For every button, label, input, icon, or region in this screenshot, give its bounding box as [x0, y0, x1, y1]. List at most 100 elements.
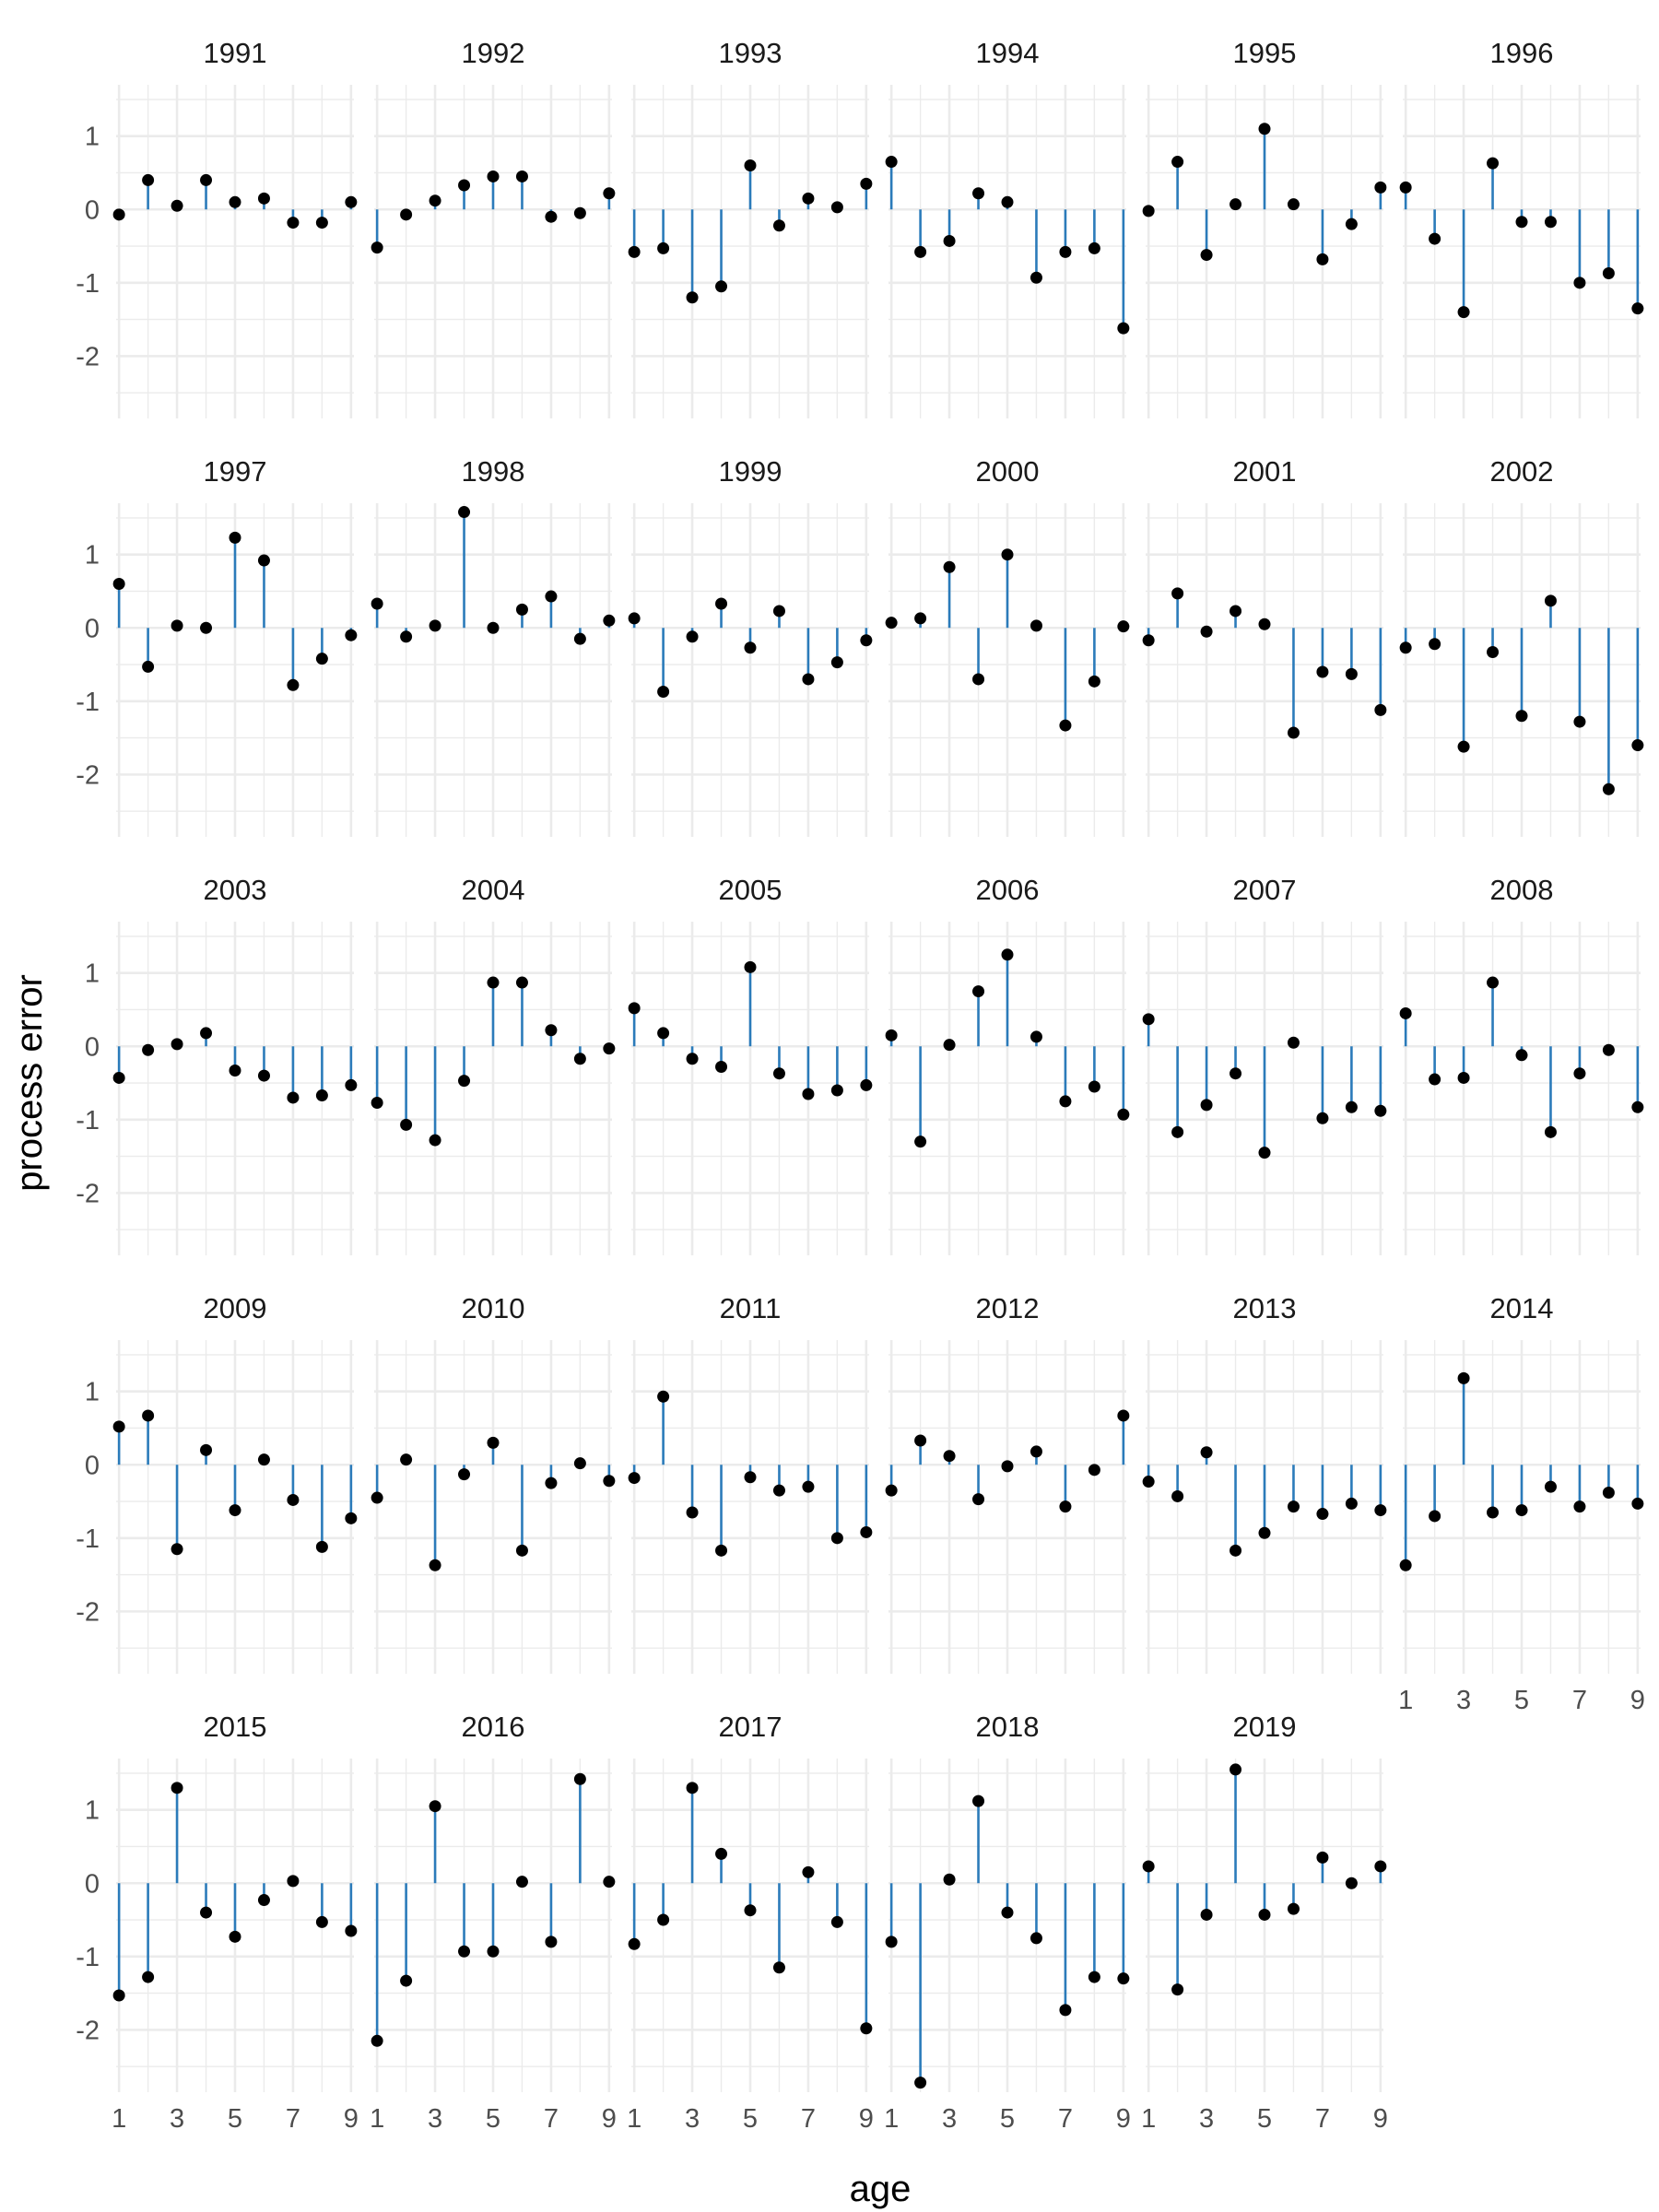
data-point	[345, 1078, 358, 1091]
data-point	[1258, 1526, 1271, 1539]
data-point	[943, 560, 956, 573]
data-point	[1374, 703, 1387, 716]
data-point	[802, 192, 815, 205]
data-point	[287, 1091, 300, 1104]
panel-1996: 1996	[1399, 37, 1644, 418]
data-point	[885, 156, 898, 169]
panel-2000: 2000	[885, 455, 1130, 837]
data-point	[1345, 667, 1358, 680]
panel-title: 1998	[462, 455, 525, 488]
data-point	[545, 1936, 558, 1948]
data-point	[371, 1491, 383, 1504]
data-point	[1030, 271, 1042, 284]
data-point	[715, 1544, 728, 1557]
x-tick-label: 1	[1141, 2104, 1156, 2134]
data-point	[429, 194, 441, 207]
data-point	[458, 1075, 471, 1088]
x-axis-title: age	[850, 2169, 912, 2209]
data-point	[1399, 641, 1412, 654]
data-point	[860, 1525, 873, 1538]
x-tick-label: 1	[112, 2104, 126, 2134]
panel-title: 2001	[1233, 455, 1297, 488]
data-point	[1230, 198, 1242, 211]
data-point	[573, 1772, 586, 1785]
x-tick-label: 5	[1000, 2104, 1015, 2134]
data-point	[1258, 618, 1271, 630]
panel-2014: 2014 1 3 5 7 9	[1398, 1292, 1645, 1715]
data-point	[200, 1906, 213, 1919]
data-point	[657, 241, 670, 254]
data-point	[545, 590, 558, 603]
panel-1994: 1994	[885, 37, 1130, 418]
data-point	[1117, 1409, 1130, 1422]
data-point	[772, 1484, 785, 1497]
x-tick-label: 7	[286, 2104, 300, 2134]
data-point	[487, 976, 500, 989]
panel-title: 2016	[462, 1711, 525, 1743]
data-point	[1200, 249, 1213, 262]
data-point	[1374, 1860, 1387, 1873]
data-point	[1515, 710, 1528, 723]
panel-title: 2019	[1233, 1711, 1297, 1743]
data-point	[603, 1042, 616, 1055]
data-point	[1316, 1851, 1329, 1864]
data-point	[914, 1434, 927, 1447]
data-point	[943, 234, 956, 247]
data-point	[830, 656, 843, 669]
data-point	[744, 960, 757, 973]
panel-2019: 2019 1 3 5 7 9	[1141, 1711, 1388, 2134]
data-point	[1429, 1073, 1441, 1086]
data-point	[573, 1457, 586, 1470]
data-point	[1059, 245, 1072, 258]
panel-title: 2009	[204, 1292, 267, 1324]
data-point	[171, 1038, 183, 1051]
data-point	[1059, 1095, 1072, 1108]
x-tick-label: 3	[1456, 1686, 1471, 1715]
data-point	[1088, 675, 1100, 688]
data-point	[1117, 1108, 1130, 1121]
data-point	[371, 1097, 383, 1110]
data-point	[860, 1078, 873, 1091]
x-tick-label: 1	[370, 2104, 384, 2134]
data-point	[1088, 1464, 1100, 1477]
panel-2007: 2007	[1142, 874, 1387, 1255]
data-point	[345, 1512, 358, 1524]
data-point	[1287, 1902, 1300, 1915]
data-point	[1345, 1877, 1358, 1889]
data-point	[1001, 948, 1014, 961]
panel-2011: 2011	[628, 1292, 873, 1674]
panel-2005: 2005	[628, 874, 873, 1255]
data-point	[1001, 1460, 1014, 1473]
panel-title: 1999	[719, 455, 782, 488]
data-point	[914, 245, 927, 258]
data-point	[112, 1989, 125, 2002]
data-point	[1030, 1030, 1042, 1043]
panel-grid	[1403, 503, 1641, 837]
panel-2017: 2017 1 3 5 7 9	[627, 1711, 874, 2134]
data-point	[200, 1443, 213, 1456]
panel-2006: 2006	[885, 874, 1130, 1255]
data-point	[1142, 634, 1155, 647]
x-tick-label: 9	[1373, 2104, 1388, 2134]
data-point	[972, 1493, 985, 1506]
data-point	[315, 1540, 328, 1553]
data-point	[1602, 782, 1615, 795]
data-point	[429, 1800, 441, 1813]
data-point	[1117, 1972, 1130, 1985]
y-tick-label: 1	[85, 959, 100, 989]
data-point	[1487, 1506, 1500, 1519]
data-point	[772, 1067, 785, 1080]
x-tick-label: 5	[1257, 2104, 1272, 2134]
panel-2013: 2013	[1142, 1292, 1387, 1674]
data-point	[1602, 1486, 1615, 1499]
panel-2003: 2003 1 0 -1 -2	[76, 874, 358, 1255]
data-point	[515, 976, 528, 989]
panel-1991: 1991 1 0 -1 -2	[76, 37, 358, 418]
y-tick-label: 0	[85, 1451, 100, 1480]
data-point	[744, 641, 757, 654]
data-point	[545, 1477, 558, 1489]
data-point	[345, 1924, 358, 1937]
data-point	[315, 217, 328, 229]
y-tick-label: 0	[85, 1869, 100, 1899]
